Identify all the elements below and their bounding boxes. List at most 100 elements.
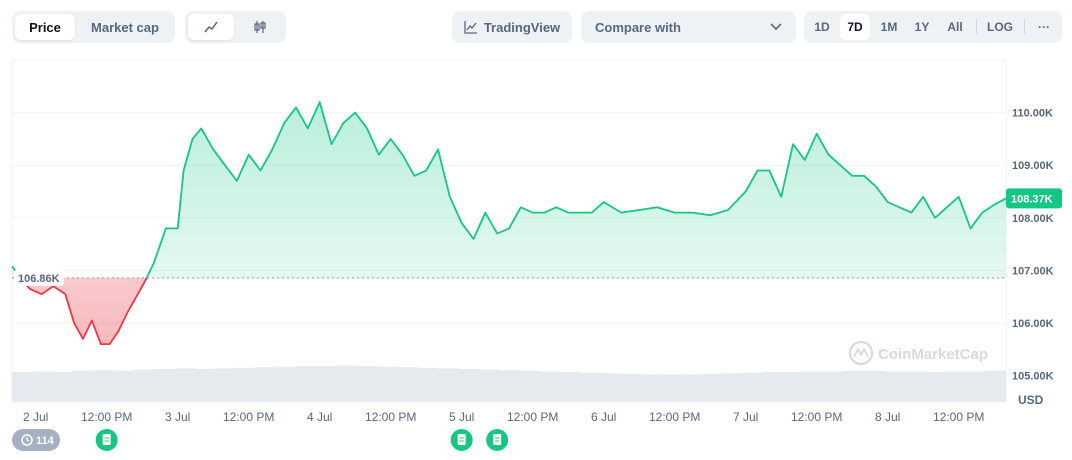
y-tick-label: 105.00K (1012, 371, 1054, 383)
x-tick-label: 4 Jul (307, 410, 332, 424)
document-icon (493, 434, 502, 445)
volume-bar (32, 371, 54, 402)
line-chart-button[interactable] (188, 14, 234, 40)
volume-bar (803, 371, 824, 402)
x-tick-label: 12:00 PM (507, 410, 558, 424)
x-axis: 2 Jul 12:00 PM 3 Jul 12:00 PM 4 Jul 12:00 PM 5… (23, 410, 984, 424)
news-marker[interactable] (486, 429, 509, 451)
volume-bar (377, 366, 398, 402)
compare-dropdown[interactable]: Compare with (581, 11, 796, 43)
volume-bar (438, 368, 459, 402)
tradingview-button[interactable]: TradingView (452, 11, 572, 43)
x-tick-label: 6 Jul (591, 410, 616, 424)
volume-bar (174, 368, 196, 402)
volume-bar (945, 371, 966, 402)
time-range-selector: 1D 7D 1M 1Y All LOG ··· (804, 11, 1062, 43)
volume-bar (742, 372, 764, 402)
volume-bar (701, 373, 723, 402)
volume-bar (214, 368, 236, 402)
x-tick-label: 12:00 PM (791, 410, 842, 424)
volume-bar (965, 371, 987, 402)
volume-bar (600, 373, 622, 402)
coinmarketcap-logo-icon (848, 340, 874, 366)
x-tick-label: 12:00 PM (365, 410, 416, 424)
price-area-above-baseline (12, 102, 1006, 278)
volume-bar (924, 372, 946, 402)
volume-bar (843, 370, 865, 402)
volume-bar (12, 372, 33, 402)
news-marker[interactable] (450, 429, 473, 451)
chevron-down-icon (770, 23, 782, 31)
volume-bar (336, 365, 358, 402)
event-count-badge: 114 (12, 429, 60, 451)
line-chart-icon (204, 21, 218, 33)
range-divider (976, 19, 977, 35)
metric-switch: Price Market cap (12, 11, 175, 43)
range-all-button[interactable]: All (947, 20, 963, 34)
volume-bar (782, 372, 804, 402)
volume-bar (417, 367, 439, 402)
volume-bar (296, 366, 317, 402)
volume-bar (397, 367, 419, 402)
volume-bar (235, 367, 256, 402)
range-divider (1024, 19, 1025, 35)
volume-bar (539, 371, 561, 402)
document-icon (102, 434, 111, 445)
market-cap-tab[interactable]: Market cap (91, 19, 159, 35)
volume-bar (356, 366, 378, 402)
log-scale-toggle[interactable]: LOG (987, 20, 1013, 34)
volume-bar (498, 370, 520, 402)
volume-bar (316, 366, 338, 402)
tradingview-chart-icon (464, 21, 477, 34)
x-tick-label: 5 Jul (449, 410, 474, 424)
event-count-pill (12, 429, 60, 451)
volume-bars (12, 365, 1007, 402)
more-options-button[interactable]: ··· (1038, 20, 1050, 34)
volume-bar (133, 369, 155, 402)
price-line-up (11, 101, 1007, 278)
y-tick-label: 108.00K (1012, 213, 1054, 225)
volume-bar (113, 370, 135, 402)
volume-bar (722, 373, 743, 402)
watermark-text: CoinMarketCap (878, 346, 988, 363)
range-1m-button[interactable]: 1M (880, 20, 898, 34)
price-area-below-baseline (12, 277, 1006, 345)
event-markers: 114 (12, 429, 509, 451)
x-tick-label: 12:00 PM (223, 410, 274, 424)
currency-label: USD (1018, 393, 1044, 407)
volume-bar (478, 369, 500, 402)
volume-bar (620, 373, 642, 402)
y-tick-label: 109.00K (1012, 160, 1054, 172)
chart-type-switch (185, 11, 286, 43)
tradingview-label: TradingView (483, 19, 561, 35)
news-marker[interactable] (95, 429, 118, 451)
range-7d-button[interactable]: 7D (840, 14, 870, 40)
x-tick-label: 12:00 PM (933, 410, 984, 424)
y-tick-label: 106.00K (1012, 318, 1054, 330)
volume-bar (884, 371, 906, 402)
volume-bar (640, 374, 662, 402)
volume-bar (72, 370, 94, 402)
volume-bar (985, 370, 1007, 402)
range-1y-button[interactable]: 1Y (914, 20, 930, 34)
volume-bar (559, 372, 581, 402)
history-icon-hand (26, 437, 30, 442)
candlestick-button[interactable] (237, 14, 283, 40)
x-tick-label: 7 Jul (733, 410, 758, 424)
document-icon (457, 434, 466, 445)
volume-bar (681, 374, 703, 402)
volume-bar (93, 370, 114, 402)
volume-bar (255, 367, 277, 402)
price-line-down (19, 277, 148, 345)
volume-bar (519, 370, 540, 402)
range-1d-button[interactable]: 1D (814, 20, 830, 34)
x-tick-label: 3 Jul (165, 410, 190, 424)
x-tick-label: 12:00 PM (649, 410, 700, 424)
x-tick-label: 8 Jul (875, 410, 900, 424)
volume-bar (823, 371, 845, 402)
price-line (11, 101, 1007, 345)
price-tab[interactable]: Price (15, 14, 75, 40)
event-count-text: 114 (36, 435, 55, 447)
volume-bar (52, 372, 74, 402)
